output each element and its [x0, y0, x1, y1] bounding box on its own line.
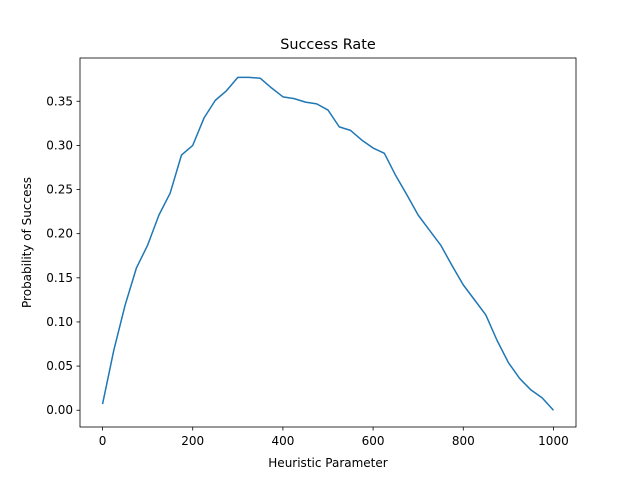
line	[101, 76, 555, 411]
x-tick-label: 0	[99, 434, 107, 448]
x-tick-label: 1000	[538, 434, 569, 448]
y-axis-label: Probability of Success	[20, 177, 34, 308]
y-tick-label: 0.35	[46, 94, 73, 108]
y-tick-label: 0.20	[46, 227, 73, 241]
x-tick-label: 800	[452, 434, 475, 448]
y-tick-label: 0.00	[46, 403, 73, 417]
y-tick-label: 0.15	[46, 271, 73, 285]
y-tick-label: 0.05	[46, 359, 73, 373]
y-tick-label: 0.30	[46, 138, 73, 152]
y-tick-label: 0.25	[46, 183, 73, 197]
x-tick-label: 600	[362, 434, 385, 448]
x-tick-label: 400	[271, 434, 294, 448]
x-axis-label: Heuristic Parameter	[268, 456, 387, 470]
y-tick-label: 0.10	[46, 315, 73, 329]
chart-title: Success Rate	[280, 37, 376, 53]
x-tick-label: 200	[181, 434, 204, 448]
plot-frame	[79, 57, 577, 428]
